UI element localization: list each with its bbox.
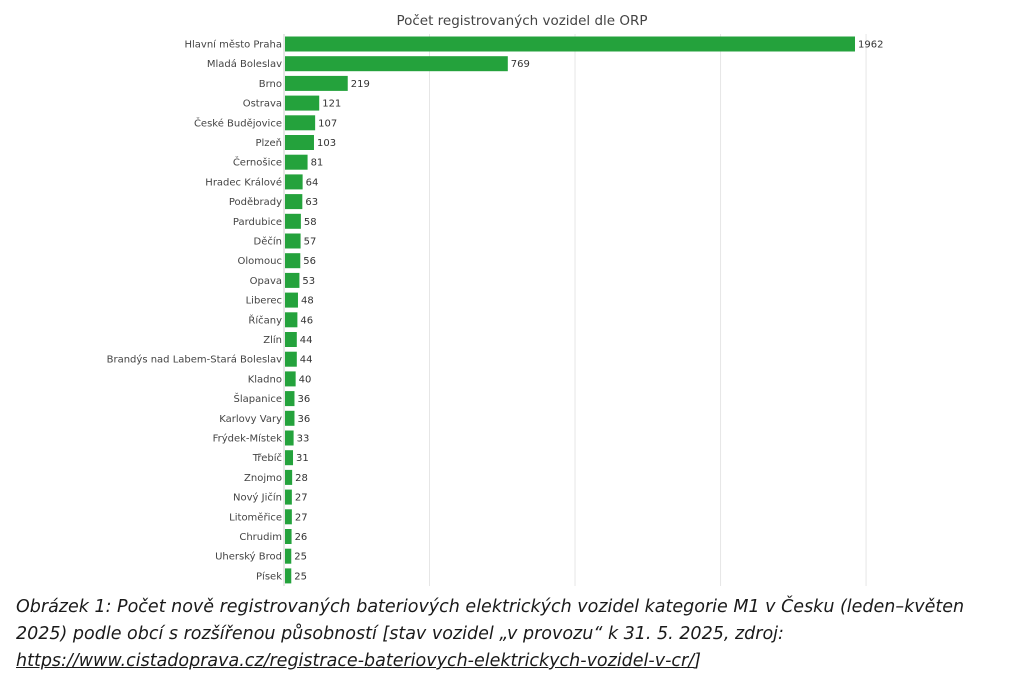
category-label: Zlín xyxy=(263,334,282,346)
value-label: 103 xyxy=(317,138,336,149)
category-label: Litoměřice xyxy=(229,511,282,523)
bar xyxy=(285,430,294,446)
category-label: Ostrava xyxy=(243,99,282,110)
source-link[interactable]: https://www.cistadoprava.cz/registrace-b… xyxy=(16,651,695,671)
value-label: 36 xyxy=(297,414,310,425)
bar xyxy=(285,272,300,288)
bar xyxy=(285,548,292,564)
bar xyxy=(285,154,308,170)
value-label: 27 xyxy=(295,512,308,523)
bar xyxy=(285,56,508,72)
value-label: 33 xyxy=(297,434,310,445)
figure-caption: Obrázek 1: Počet nově registrovaných bat… xyxy=(16,594,1016,675)
bar xyxy=(285,568,292,584)
value-label: 219 xyxy=(351,79,370,90)
category-label: Mladá Boleslav xyxy=(207,58,282,70)
category-label: Chrudim xyxy=(239,532,282,543)
bar xyxy=(285,233,301,249)
value-label: 64 xyxy=(306,177,319,188)
category-label: Děčín xyxy=(254,236,282,248)
bar-chart-svg: Počet registrovaných vozidel dle ORP Hla… xyxy=(107,13,883,586)
bar xyxy=(285,351,297,367)
value-label: 107 xyxy=(318,118,337,129)
category-label: Říčany xyxy=(248,313,282,326)
value-label: 56 xyxy=(303,256,316,267)
category-label: Plzeň xyxy=(255,137,282,149)
category-label: Karlovy Vary xyxy=(219,414,282,425)
value-label: 40 xyxy=(299,374,312,385)
category-label: Černošice xyxy=(233,156,282,169)
bar xyxy=(285,36,855,52)
value-labels: 1962 769 219 121 107 103 81 64 63 58 57 56 53 48 46 44 4… xyxy=(294,40,883,583)
bar xyxy=(285,95,320,111)
value-label: 81 xyxy=(311,158,324,169)
bar xyxy=(285,115,316,131)
category-label: Pardubice xyxy=(233,217,282,228)
bar xyxy=(285,371,296,387)
bar xyxy=(285,410,295,426)
value-label: 31 xyxy=(296,453,309,464)
value-label: 36 xyxy=(297,394,310,405)
bars xyxy=(285,36,855,584)
category-label: Znojmo xyxy=(244,473,282,484)
bar xyxy=(285,75,348,91)
bar xyxy=(285,174,303,190)
value-label: 48 xyxy=(301,296,314,307)
bar xyxy=(285,135,314,150)
bar xyxy=(285,292,298,308)
value-label: 58 xyxy=(304,217,317,228)
grid-lines xyxy=(283,34,867,586)
category-label: Frýdek-Místek xyxy=(213,433,283,445)
value-label: 25 xyxy=(294,571,307,582)
category-label: Hradec Králové xyxy=(205,176,282,188)
caption-tail: ] xyxy=(694,651,701,671)
value-label: 769 xyxy=(511,59,530,70)
category-label: České Budějovice xyxy=(194,116,282,129)
value-label: 27 xyxy=(295,493,308,504)
value-label: 46 xyxy=(300,315,313,326)
value-label: 26 xyxy=(295,532,308,543)
bar xyxy=(285,469,293,485)
value-label: 44 xyxy=(300,335,313,346)
bar xyxy=(285,312,298,328)
chart-title: Počet registrovaných vozidel dle ORP xyxy=(396,13,647,29)
category-label: Písek xyxy=(256,570,282,582)
bar xyxy=(285,391,295,407)
category-label: Třebíč xyxy=(252,452,282,464)
value-label: 53 xyxy=(302,276,315,287)
chart: Počet registrovaných vozidel dle ORP Hla… xyxy=(107,13,883,586)
category-label: Opava xyxy=(250,276,282,287)
value-label: 121 xyxy=(322,99,341,110)
category-labels: Hlavní město Praha Mladá Boleslav Brno Ostr… xyxy=(107,39,283,583)
category-label: Nový Jičín xyxy=(233,492,282,504)
caption-text: Obrázek 1: Počet nově registrovaných bat… xyxy=(16,597,965,644)
value-label: 63 xyxy=(305,197,318,208)
category-label: Šlapanice xyxy=(234,392,283,405)
category-label: Brno xyxy=(259,79,282,90)
bar xyxy=(285,489,292,505)
category-label: Kladno xyxy=(248,374,282,385)
category-label: Uherský Brod xyxy=(215,551,282,563)
category-label: Olomouc xyxy=(238,256,282,267)
value-label: 25 xyxy=(294,552,307,563)
value-label: 28 xyxy=(295,473,308,484)
bar xyxy=(285,213,301,229)
bar xyxy=(285,529,292,544)
bar xyxy=(285,253,301,269)
bar xyxy=(285,332,297,347)
bar xyxy=(285,509,292,525)
category-label: Brandýs nad Labem-Stará Boleslav xyxy=(107,354,282,366)
value-label: 1962 xyxy=(858,40,883,51)
category-label: Hlavní město Praha xyxy=(184,39,282,51)
value-label: 57 xyxy=(304,237,317,248)
category-label: Liberec xyxy=(246,296,282,307)
category-label: Poděbrady xyxy=(229,196,282,208)
bar xyxy=(285,450,294,466)
value-label: 44 xyxy=(300,355,313,366)
bar xyxy=(285,194,303,210)
